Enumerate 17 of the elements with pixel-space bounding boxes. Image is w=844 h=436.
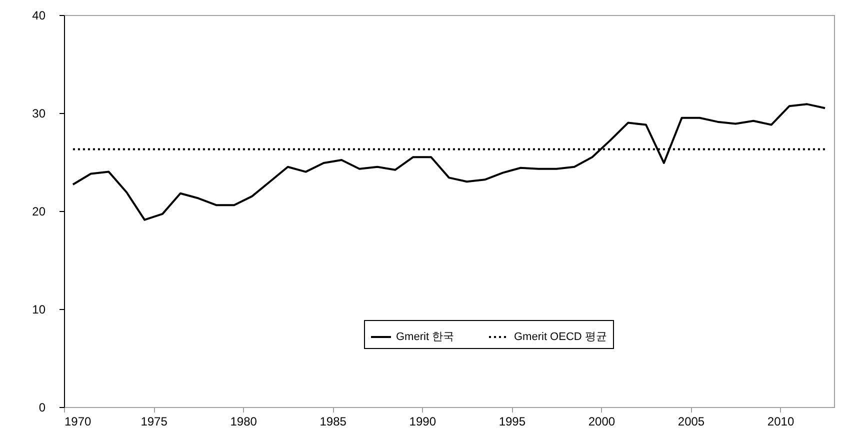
legend-label: Gmerit OECD 평균 bbox=[514, 331, 607, 343]
legend-label: Gmerit 한국 bbox=[396, 331, 454, 343]
x-tick-label: 2005 bbox=[678, 414, 705, 428]
x-tick-label: 1975 bbox=[140, 414, 168, 428]
x-tick-label: 1985 bbox=[320, 414, 347, 428]
y-tick-label: 0 bbox=[38, 400, 46, 414]
y-tick-label: 10 bbox=[32, 302, 46, 316]
x-tick-label: 2010 bbox=[767, 414, 794, 428]
y-tick-label: 40 bbox=[32, 8, 46, 22]
line-series bbox=[72, 103, 826, 221]
x-tick-label: 2000 bbox=[588, 414, 616, 428]
x-tick-label: 1995 bbox=[498, 414, 526, 428]
x-tick-label: 1970 bbox=[64, 414, 92, 428]
y-tick-label: 30 bbox=[32, 106, 46, 120]
y-tick-label: 20 bbox=[32, 204, 46, 218]
x-tick-label: 1980 bbox=[230, 414, 258, 428]
x-tick-label: 1990 bbox=[409, 414, 436, 428]
